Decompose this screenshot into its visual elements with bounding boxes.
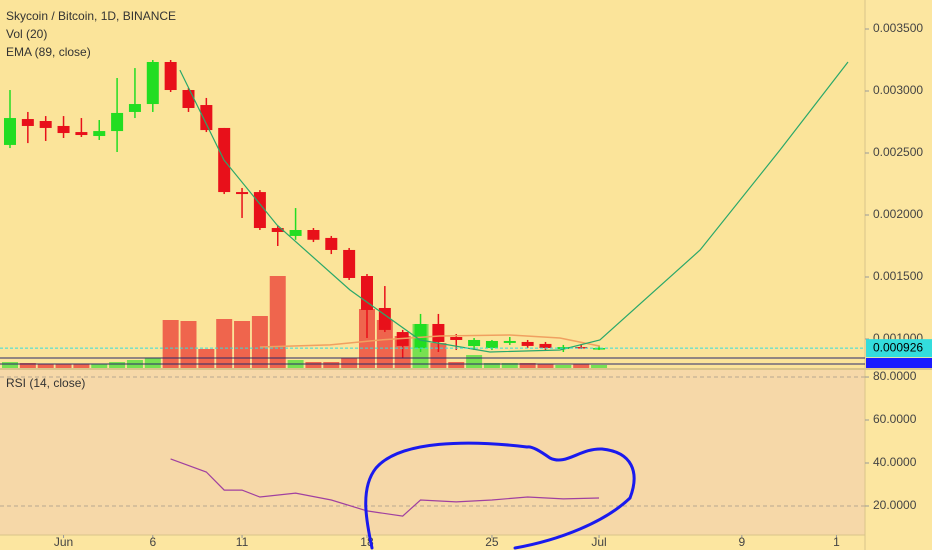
volume-bar (537, 364, 554, 368)
rsi-label: RSI (14, close) (6, 376, 85, 390)
candle-body (146, 61, 159, 105)
last-price-label: 0.000926 (873, 340, 923, 354)
candle-body (414, 323, 427, 349)
volume-bar (519, 363, 536, 368)
candle-body (343, 249, 356, 278)
candle-body (111, 112, 124, 132)
y-tick-label: 0.001500 (873, 269, 923, 283)
rsi-tick-label: 40.0000 (873, 455, 917, 469)
y-tick-label: 0.003000 (873, 83, 923, 97)
rsi-pane (0, 370, 865, 535)
volume-bar (323, 362, 340, 368)
x-tick-label: 9 (738, 535, 745, 549)
candle-body (75, 132, 88, 136)
volume-bar (216, 319, 233, 368)
volume-bar (341, 358, 358, 368)
volume-bar (448, 362, 465, 368)
volume-bar (591, 365, 608, 368)
candle-body (200, 105, 213, 131)
candle-body (93, 131, 106, 137)
hand-drawn-ellipse (364, 441, 636, 550)
volume-bar (430, 343, 447, 368)
y-tick-label: 0.002500 (873, 145, 923, 159)
candle-body (128, 104, 141, 112)
y-tick-label: 0.003500 (873, 21, 923, 35)
volume-bar (91, 364, 108, 368)
volume-bar (19, 363, 36, 368)
trend-line (179, 61, 849, 353)
candle-body (360, 276, 373, 310)
marks: 0.003500 0.003000 0.002500 0.002000 0.001500… (0, 21, 932, 549)
x-tick-label: Jun (54, 535, 73, 549)
candle-body (57, 125, 70, 134)
x-tick-label: 6 (149, 535, 156, 549)
volume-bar (466, 355, 483, 368)
x-tick-label: Jul (591, 535, 606, 549)
candle-body (39, 121, 52, 128)
candle-body (271, 228, 284, 232)
x-tick-label: 11 (236, 535, 249, 549)
candle-body (182, 90, 195, 108)
candle-body (468, 339, 481, 347)
candle-body (485, 340, 498, 349)
volume-bar (251, 316, 268, 368)
x-tick-label: 25 (485, 535, 499, 549)
last-price-box (866, 339, 932, 358)
volume-bar (358, 309, 375, 368)
candle-body (450, 337, 463, 340)
candle-body (503, 340, 516, 343)
volume-bar (37, 364, 54, 368)
candle-body (236, 192, 249, 195)
candle-body (3, 118, 16, 145)
volume-bar (501, 363, 518, 368)
candle-body (289, 230, 302, 236)
candle-body (307, 230, 320, 240)
volume-bar (305, 362, 322, 368)
candle-body (521, 341, 534, 346)
candle-body (325, 237, 338, 250)
volume-bar (1, 362, 18, 368)
rsi-tick-label: 60.0000 (873, 412, 917, 426)
rsi-tick-label: 20.0000 (873, 498, 917, 512)
drawn-line-axis-marker (866, 358, 932, 368)
volume-bar (234, 321, 251, 368)
volume-bar (73, 364, 90, 368)
y-tick-label: 0.002000 (873, 207, 923, 221)
volume-bar (55, 364, 72, 368)
candle-body (557, 347, 570, 350)
candle-body (164, 61, 177, 91)
ema-line (259, 334, 601, 348)
candle-body (432, 323, 445, 342)
volume-bar (162, 320, 179, 368)
volume-bar (109, 362, 126, 368)
volume-bar (269, 276, 286, 368)
volume-bar (144, 358, 161, 368)
candle-body (593, 348, 606, 350)
candle-body (539, 343, 552, 349)
volume-bar (180, 321, 197, 368)
volume-bar (483, 363, 500, 368)
rsi-tick-label: 80.0000 (873, 369, 917, 383)
volume-bar (573, 364, 590, 368)
x-tick-label: 1 (833, 535, 840, 549)
candle-body (21, 119, 34, 126)
ema-label: EMA (89, close) (6, 45, 91, 59)
price-pane (0, 0, 865, 368)
volume-bar (555, 365, 572, 368)
chart-title: Skycoin / Bitcoin, 1D, BINANCE (6, 9, 176, 23)
volume-bar (376, 320, 393, 368)
volume-label: Vol (20) (6, 27, 47, 41)
